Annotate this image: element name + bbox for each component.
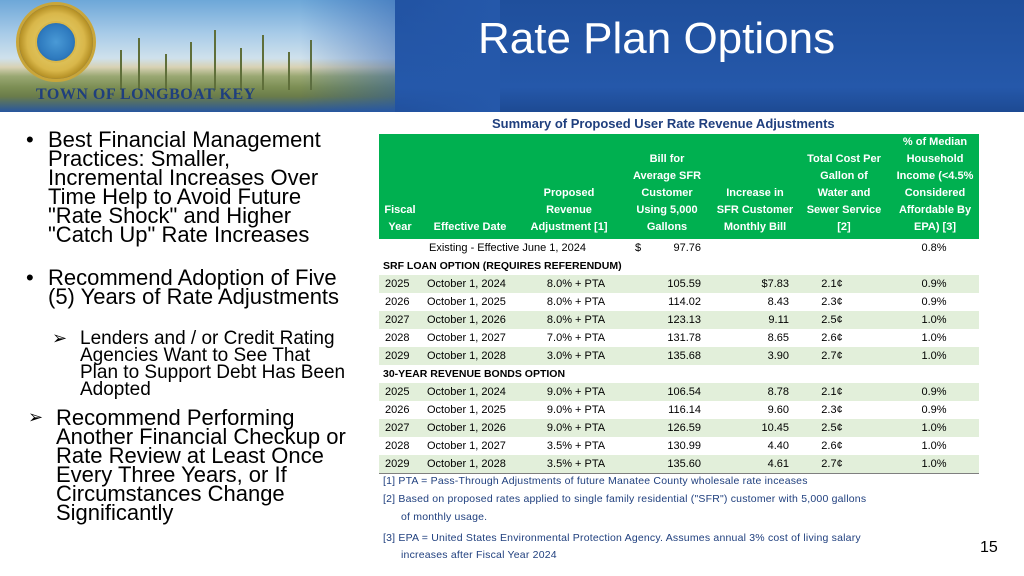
- table-row: 2029 October 1, 2028 3.5% + PTA 135.60 4.61 2…: [379, 455, 979, 473]
- footnote-1: [1] PTA = Pass-Through Adjustments of fu…: [383, 475, 808, 487]
- seal-pelican-icon: [35, 21, 77, 63]
- header-adjustment: Proposed Revenue Adjustment [1]: [530, 187, 608, 233]
- table-row: 2025 October 1, 2024 8.0% + PTA 105.59 $7.83…: [379, 275, 979, 293]
- table-row: 2029 October 1, 2028 3.0% + PTA 135.68 3.90 2…: [379, 347, 979, 365]
- footnote-3: [3] EPA = United States Environmental Pr…: [383, 532, 861, 544]
- header-increase: Increase in SFR Customer Monthly Bill: [716, 187, 794, 233]
- bullet-dot-icon: •: [26, 127, 34, 152]
- bullet-best-practices: • Best Financial Management Practices: S…: [26, 127, 321, 247]
- table-row-existing: Existing - Effective June 1, 2024 $ 97.7…: [429, 242, 947, 254]
- footnote-3-cont: increases after Fiscal Year 2024: [401, 549, 557, 561]
- header-pct-income: % of Median Household Income (<4.5% Conside…: [896, 136, 974, 233]
- header-fiscal-year: Fiscal Year: [384, 204, 416, 233]
- bullet-financial-checkup: ➢ Recommend Performing Another Financial…: [28, 405, 346, 525]
- page-number: 15: [980, 539, 998, 556]
- table-header: Fiscal Year Effective Date Proposed Revenu…: [379, 134, 979, 239]
- section-srf-loan: SRF LOAN OPTION (REQUIRES REFERENDUM): [383, 260, 622, 272]
- table-row: 2028 October 1, 2027 7.0% + PTA 131.78 8.65 2…: [385, 332, 947, 344]
- arrow-bullet-icon: ➢: [28, 407, 44, 427]
- table-row: 2025 October 1, 2024 9.0% + PTA 106.54 8.78 2…: [379, 383, 979, 401]
- slide-title: Rate Plan Options: [478, 14, 836, 63]
- table-row: 2027 October 1, 2026 8.0% + PTA 123.13 9.11 2…: [379, 311, 979, 329]
- header-effective-date: Effective Date: [433, 221, 507, 233]
- sub-bullet-lenders: ➢ Lenders and / or Credit Rating Agencie…: [52, 328, 346, 400]
- section-revenue-bonds: 30-YEAR REVENUE BONDS OPTION: [383, 368, 566, 380]
- table-bottom-rule: [379, 473, 979, 474]
- town-name: TOWN OF LONGBOAT KEY: [36, 86, 256, 103]
- table-row: 2027 October 1, 2026 9.0% + PTA 126.59 10.45…: [379, 419, 979, 437]
- header-total-cost: Total Cost Per Gallon of Water and Sewer Se…: [806, 153, 882, 233]
- town-seal-logo: [16, 2, 96, 82]
- table-title: Summary of Proposed User Rate Revenue Ad…: [492, 116, 835, 131]
- footnote-2: [2] Based on proposed rates applied to s…: [383, 493, 867, 505]
- bullet-five-years: • Recommend Adoption of Five (5) Years o…: [26, 265, 340, 309]
- bullet-dot-icon: •: [26, 265, 34, 290]
- header-bill: Bill for Average SFR Customer Using 5,000 Ga…: [632, 153, 702, 233]
- header-banner: Rate Plan Options: [0, 0, 1024, 112]
- arrow-bullet-icon: ➢: [52, 328, 68, 348]
- footnote-2-cont: of monthly usage.: [401, 511, 488, 523]
- table-row: 2026 October 1, 2025 8.0% + PTA 114.02 8.43 2…: [385, 296, 947, 308]
- table-row: 2028 October 1, 2027 3.5% + PTA 130.99 4.40 2…: [385, 440, 947, 452]
- table-row: 2026 October 1, 2025 9.0% + PTA 116.14 9.60 2…: [385, 404, 947, 416]
